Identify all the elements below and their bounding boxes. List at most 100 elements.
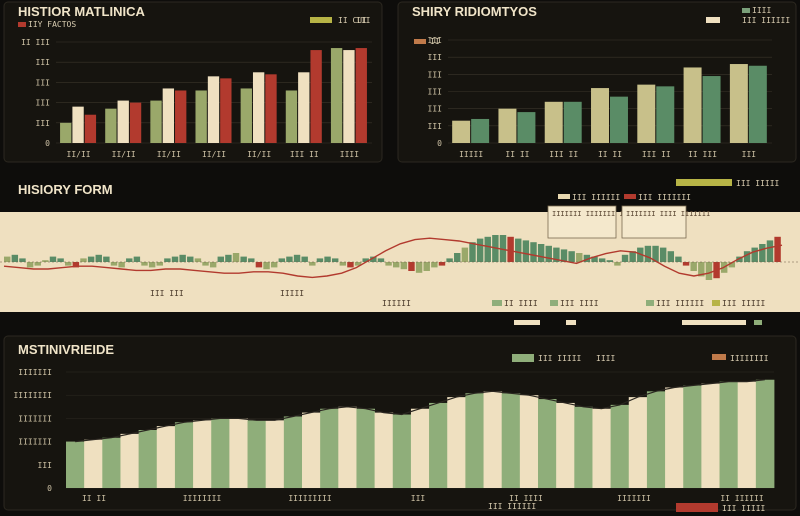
volume-bar [49,256,57,262]
area-stripe [574,406,593,488]
annotation-text: IIIIIII IIIIIII IIII [552,210,636,218]
y-tick-label: III [428,70,443,79]
legend-swatch [492,300,502,306]
bar [471,118,490,143]
y-tick-label: III [428,36,443,45]
y-tick-label: III [36,119,51,128]
x-axis-ticks: IIIII II II III II II II III II II III III [459,150,756,159]
volume-bar [133,256,141,262]
y-tick-label: IIIIIII [18,368,52,377]
volume-bar [286,256,293,262]
volume-bar [454,253,461,262]
x-tick-label: II/II [247,150,271,159]
volume-bar [110,262,118,266]
volume-bar [72,262,80,268]
area-stripe [265,420,285,488]
volume-bar [87,256,95,262]
annotation-text: IIIIIII IIII IIIIIII [626,210,710,218]
area-stripe [338,406,357,488]
bar [563,101,582,143]
x-tick-label: IIIIIIIII [288,494,332,503]
volume-bar [156,262,163,266]
bar [355,48,367,144]
volume-bar [400,262,408,270]
volume-bar [461,247,469,262]
area-stripe [556,402,575,488]
volume-bar [370,256,377,262]
legend-swatch [624,194,636,199]
area-stripe [628,397,648,488]
volume-bar [324,256,331,262]
y-tick-label: IIIIIIII [13,391,52,400]
bar [656,86,675,143]
volume-bar [728,262,736,268]
volume-bar [667,251,675,262]
bar [748,65,767,143]
x-tick-label: III II [642,150,671,159]
legend-swatch-mustard [676,179,732,186]
volume-bar [553,247,560,262]
volume-bar [339,262,347,266]
legend-swatch-cream [706,17,720,23]
legend-swatch [712,300,720,306]
annotation-frame [621,205,687,239]
bar [637,84,656,143]
annotation-box: IIIIIII IIII IIIIIII [621,205,710,239]
y-tick-label: 0 [47,484,52,493]
legend-swatch [558,194,570,199]
volume-bar [614,262,621,266]
volume-bar [225,254,232,262]
legend-label: IIIIIIII [730,354,769,363]
y-tick-label: 0 [437,139,442,148]
y-tick-label: III [428,88,443,97]
area-stripe [447,397,466,488]
volume-bar [560,249,568,262]
y-tick-label: III [428,122,443,131]
panel-bottom-title: MSTINIVRIEIDE [18,342,114,357]
volume-bar [484,236,491,262]
volume-bar [530,242,537,262]
area-stripe [483,391,503,488]
legend-label: III IIIII [538,354,582,363]
area-stripe [156,426,176,488]
volume-bar [202,262,209,266]
volume-bar [11,254,19,262]
panel-middle-title: HISIORY FORM [18,182,113,197]
volume-bar [194,258,202,262]
area-stripe [283,416,303,488]
bar [452,120,471,143]
x-tick-label: II IIIIII [720,494,764,503]
volume-bar [57,258,64,262]
y-tick-label: II III [21,38,50,47]
volume-bar [118,262,125,268]
x-tick-label: II III [688,150,717,159]
x-tick-label: II/II [112,150,136,159]
volume-bar [42,260,49,262]
legend-swatch [414,39,426,44]
x-tick-label: II/II [157,150,181,159]
volume-bar [95,254,102,262]
area-stripe [174,422,194,488]
area-stripe [356,408,376,488]
footer-label: III IIIII [722,504,766,512]
area-stripe [592,408,612,488]
annotation-frame [547,205,617,239]
volume-bar [652,245,659,262]
y-tick-label: III [36,99,51,108]
bar [84,114,97,143]
volume-bar [499,235,507,262]
volume-bar [583,254,591,262]
volume-bar [171,256,179,262]
legend-label: IIII [596,354,615,363]
x-tick-label: IIII [340,150,359,159]
legend-label: II IIII [504,299,538,308]
volume-bar [408,262,415,271]
bar [610,96,628,143]
bar [343,50,355,143]
volume-bar [293,254,301,262]
volume-bar [19,258,26,262]
panel-top-left-title: HISTIOR MATLINICA [18,4,145,19]
panel-bottom: MSTINIVRIEIDE III IIIII IIII IIIIIIII II… [3,335,797,513]
